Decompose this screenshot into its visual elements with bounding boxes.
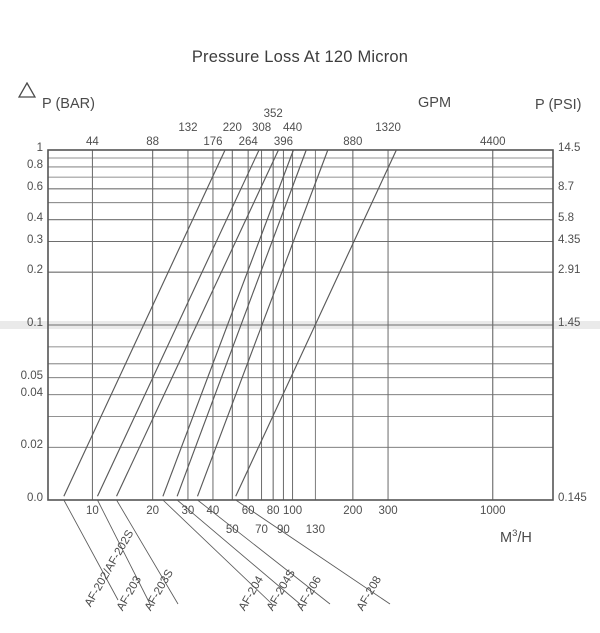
tick-bottom-90: 90 <box>277 524 290 536</box>
delta-triangle-icon <box>18 81 36 112</box>
plot-frame <box>47 149 554 501</box>
unit-tail: /H <box>517 529 532 546</box>
curve-AF-203S <box>116 149 279 497</box>
tick-top-264: 264 <box>238 136 258 148</box>
leader-AF-204 <box>162 499 273 605</box>
tick-bottom-60: 60 <box>241 505 255 517</box>
curve-AF-206 <box>196 149 329 497</box>
tick-top-132: 132 <box>178 122 198 134</box>
curve-AF-203 <box>96 149 260 497</box>
tick-top-220: 220 <box>222 122 242 134</box>
unit-exponent: 3 <box>512 528 518 539</box>
tick-top-1320: 1320 <box>375 122 401 134</box>
leader-AF-203S <box>116 499 179 605</box>
tick-top-440: 440 <box>282 122 303 134</box>
tick-top-308: 308 <box>251 122 272 134</box>
curve-AF-204S <box>176 149 307 497</box>
tick-left-0.2: 0.2 <box>27 264 43 277</box>
tick-left-0.1: 0.1 <box>27 317 43 329</box>
tick-bottom-50: 50 <box>225 524 239 536</box>
top-axis-header: GPM <box>418 95 452 111</box>
left-axis-header: P (BAR) <box>18 81 95 112</box>
tick-left-0.0: 0.0 <box>27 492 43 504</box>
tick-bottom-10: 10 <box>86 505 99 517</box>
curve-AF-204 <box>162 149 294 497</box>
tick-top-880: 880 <box>343 136 363 148</box>
tick-bottom-80: 80 <box>266 505 280 517</box>
left-axis-header-label: P (BAR) <box>42 96 95 112</box>
tick-right-5.8: 5.8 <box>558 211 574 224</box>
curve-AF-208 <box>235 149 397 497</box>
chart-title: Pressure Loss At 120 Micron <box>191 48 409 66</box>
tick-left-1: 1 <box>36 142 43 154</box>
curve-AF-202-AF-202S <box>63 149 226 497</box>
tick-right-8.7: 8.7 <box>558 180 574 193</box>
tick-left-0.8: 0.8 <box>27 158 43 171</box>
tick-bottom-20: 20 <box>146 505 160 517</box>
tick-top-44: 44 <box>86 136 99 148</box>
tick-left-0.6: 0.6 <box>27 180 43 193</box>
leader-AF-204S <box>176 499 301 605</box>
tick-right-14.5: 14.5 <box>558 142 581 154</box>
tick-bottom-1000: 1000 <box>479 505 506 517</box>
tick-top-352: 352 <box>263 108 283 120</box>
leader-AF-203 <box>97 499 151 605</box>
tick-bottom-130: 130 <box>305 524 325 536</box>
tick-bottom-300: 300 <box>378 505 398 517</box>
tick-bottom-100: 100 <box>282 505 303 517</box>
unit-base: M <box>500 529 513 546</box>
leader-AF-202-AF-202S <box>63 499 119 601</box>
tick-top-4400: 4400 <box>479 136 506 148</box>
tick-right-2.91: 2.91 <box>558 264 581 277</box>
bottom-axis-unit: M3/H <box>500 528 532 546</box>
tick-bottom-40: 40 <box>206 505 220 517</box>
tick-right-0.145: 0.145 <box>558 492 587 504</box>
tick-bottom-30: 30 <box>181 505 195 517</box>
tick-right-1.45: 1.45 <box>558 317 581 329</box>
tick-left-0.4: 0.4 <box>27 211 43 224</box>
tick-left-0.3: 0.3 <box>27 233 43 246</box>
leader-AF-208 <box>235 499 391 605</box>
tick-top-88: 88 <box>146 136 160 148</box>
right-axis-header: P (PSI) <box>535 97 582 113</box>
tick-bottom-70: 70 <box>255 524 268 536</box>
tick-top-176: 176 <box>203 136 223 148</box>
leader-AF-206 <box>197 499 331 605</box>
tick-left-0.05: 0.05 <box>20 369 43 382</box>
tick-left-0.02: 0.02 <box>20 439 43 452</box>
tick-left-0.04: 0.04 <box>20 386 43 399</box>
tick-right-4.35: 4.35 <box>558 233 581 246</box>
tick-top-396: 396 <box>273 136 293 148</box>
tick-bottom-200: 200 <box>343 505 363 517</box>
